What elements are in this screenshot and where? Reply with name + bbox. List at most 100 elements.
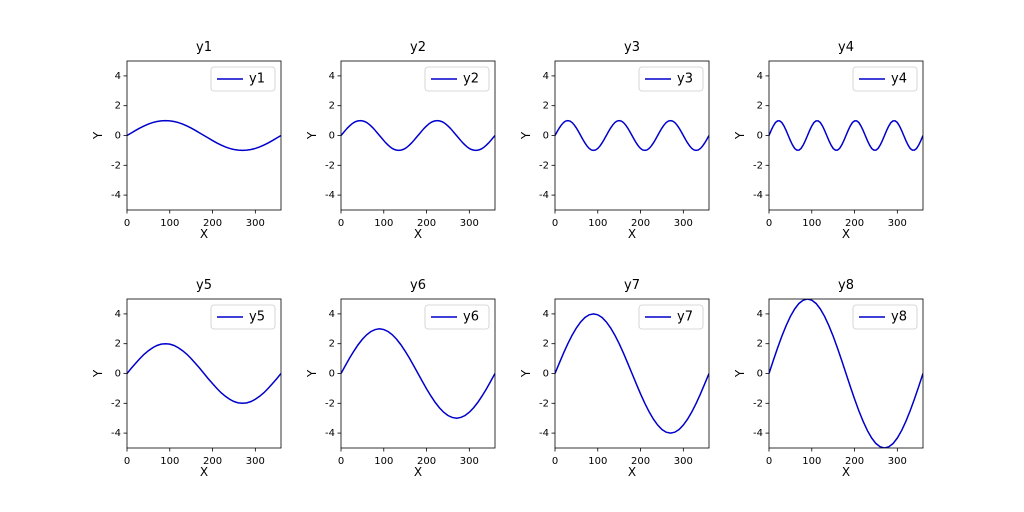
legend-label: y5 [249, 310, 265, 325]
y-tick-label: 2 [543, 101, 549, 112]
subplot-title: y6 [410, 278, 426, 293]
y-tick-label: 2 [115, 101, 121, 112]
legend-label: y7 [677, 310, 693, 325]
x-tick-label: 200 [631, 456, 650, 467]
y-tick-label: -4 [111, 190, 121, 201]
y-tick-label: 0 [115, 369, 121, 380]
y-axis-label: Y [305, 369, 319, 378]
y-tick-label: 0 [329, 131, 335, 142]
plot-area [555, 119, 709, 152]
x-axis-label: X [842, 227, 850, 241]
y-tick-label: -4 [753, 190, 763, 201]
y-tick-label: 2 [329, 101, 335, 112]
data-line [341, 328, 495, 419]
x-tick-label: 300 [460, 456, 479, 467]
x-tick-label: 100 [588, 456, 607, 467]
data-line [555, 313, 709, 434]
subplot-title: y1 [196, 40, 212, 55]
subplot: 0 100 200 300 -4 -2 0 2 4 y5 X Yy5 [91, 278, 282, 479]
subplot-title: y5 [196, 278, 212, 293]
data-line [769, 120, 923, 151]
x-tick-label: 300 [460, 218, 479, 229]
subplot: 0 100 200 300 -4 -2 0 2 4 y4 X Yy4 [733, 40, 924, 241]
x-axis-label: X [842, 465, 850, 479]
y-tick-label: -4 [539, 428, 549, 439]
y-axis-label: Y [91, 369, 105, 378]
x-tick-label: 200 [417, 218, 436, 229]
subplot-title: y4 [838, 40, 854, 55]
x-tick-label: 0 [124, 456, 130, 467]
y-tick-label: -2 [325, 160, 335, 171]
subplot: 0 100 200 300 -4 -2 0 2 4 y1 X Yy1 [91, 40, 282, 241]
x-tick-label: 0 [766, 456, 772, 467]
x-axis-label: X [200, 465, 208, 479]
x-tick-label: 200 [203, 218, 222, 229]
x-tick-label: 300 [674, 218, 693, 229]
x-tick-label: 100 [160, 218, 179, 229]
y-axis-label: Y [519, 131, 533, 140]
data-line [769, 299, 923, 448]
y-axis-label: Y [305, 131, 319, 140]
legend-label: y6 [463, 310, 479, 325]
y-axis-label: Y [733, 131, 747, 140]
x-tick-label: 300 [674, 456, 693, 467]
legend-label: y8 [891, 310, 907, 325]
subplot: 0 100 200 300 -4 -2 0 2 4 y8 X Yy8 [733, 278, 924, 479]
subplot: 0 100 200 300 -4 -2 0 2 4 y3 X Yy3 [519, 40, 710, 241]
x-tick-label: 300 [888, 218, 907, 229]
x-tick-label: 100 [374, 218, 393, 229]
x-tick-label: 0 [552, 218, 558, 229]
y-tick-label: 4 [329, 71, 335, 82]
x-tick-label: 0 [124, 218, 130, 229]
y-axis-label: Y [91, 131, 105, 140]
y-tick-label: -2 [753, 160, 763, 171]
y-tick-label: 0 [757, 369, 763, 380]
y-tick-label: -2 [753, 398, 763, 409]
data-line [555, 119, 709, 152]
x-tick-label: 100 [802, 456, 821, 467]
plot-area [341, 119, 495, 152]
legend-label: y3 [677, 72, 693, 87]
y-tick-label: 4 [757, 71, 763, 82]
x-tick-label: 200 [417, 456, 436, 467]
plot-area [127, 342, 281, 405]
legend-label: y4 [891, 72, 907, 87]
y-tick-label: 4 [543, 309, 549, 320]
x-tick-label: 300 [246, 218, 265, 229]
x-axis-label: X [414, 227, 422, 241]
x-axis-label: X [628, 227, 636, 241]
plot-area [127, 119, 281, 152]
x-tick-label: 100 [588, 218, 607, 229]
x-tick-label: 200 [845, 456, 864, 467]
y-tick-label: 2 [543, 339, 549, 350]
y-tick-label: 2 [757, 339, 763, 350]
subplot-title: y2 [410, 40, 426, 55]
subplot: 0 100 200 300 -4 -2 0 2 4 y2 X Yy2 [305, 40, 496, 241]
x-tick-label: 0 [552, 456, 558, 467]
x-tick-label: 200 [845, 218, 864, 229]
y-tick-label: 0 [543, 131, 549, 142]
y-tick-label: 4 [115, 71, 121, 82]
x-tick-label: 100 [160, 456, 179, 467]
x-tick-label: 200 [631, 218, 650, 229]
subplot-title: y7 [624, 278, 640, 293]
x-tick-label: 100 [374, 456, 393, 467]
y-tick-label: 4 [543, 71, 549, 82]
x-axis-label: X [200, 227, 208, 241]
data-line [341, 119, 495, 152]
y-tick-label: 2 [757, 101, 763, 112]
y-tick-label: -2 [111, 160, 121, 171]
y-tick-label: 2 [115, 339, 121, 350]
y-tick-label: 4 [329, 309, 335, 320]
y-tick-label: 4 [115, 309, 121, 320]
x-tick-label: 0 [766, 218, 772, 229]
legend-label: y1 [249, 72, 265, 87]
x-tick-label: 0 [338, 456, 344, 467]
y-tick-label: -4 [753, 428, 763, 439]
y-tick-label: -2 [539, 160, 549, 171]
plot-area [769, 120, 923, 151]
y-axis-label: Y [733, 369, 747, 378]
plot-area [341, 328, 495, 419]
